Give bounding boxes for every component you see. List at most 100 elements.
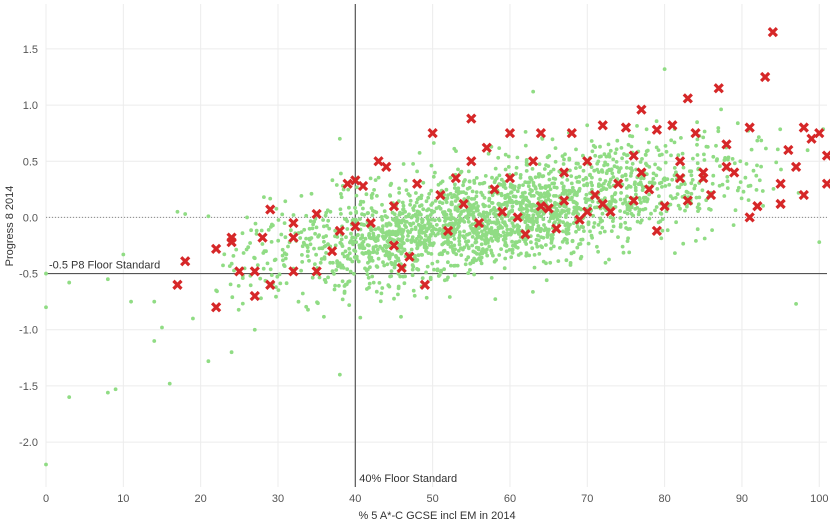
- school-point: [536, 174, 541, 179]
- school-point: [510, 204, 515, 209]
- school-point: [360, 241, 365, 246]
- school-point: [523, 143, 528, 148]
- school-point: [366, 275, 371, 280]
- school-point: [483, 241, 488, 246]
- school-point: [596, 223, 601, 227]
- school-point: [654, 173, 659, 178]
- school-point: [624, 153, 629, 158]
- school-point: [560, 181, 564, 186]
- school-point: [600, 170, 605, 174]
- school-point: [761, 204, 765, 208]
- school-point: [448, 245, 453, 249]
- flag-x-marker: [419, 279, 431, 290]
- school-point: [487, 211, 492, 216]
- school-point: [497, 173, 502, 178]
- school-point: [500, 216, 504, 221]
- school-point: [634, 167, 638, 172]
- school-point: [558, 246, 562, 250]
- school-point: [656, 148, 661, 153]
- school-point: [634, 192, 638, 197]
- flag-x-marker: [814, 128, 825, 139]
- school-point: [440, 231, 444, 236]
- school-point: [367, 235, 372, 239]
- school-point: [466, 271, 471, 275]
- school-point: [739, 196, 744, 201]
- school-point: [417, 234, 421, 239]
- school-point: [369, 193, 374, 198]
- school-point: [472, 178, 476, 183]
- school-point: [639, 182, 644, 187]
- school-point: [445, 251, 450, 255]
- school-point: [339, 192, 343, 196]
- school-point: [377, 281, 382, 285]
- school-point: [637, 209, 641, 214]
- school-point: [596, 170, 601, 175]
- school-point: [625, 211, 630, 216]
- school-point: [429, 188, 434, 193]
- school-point: [231, 254, 236, 258]
- school-point: [527, 180, 532, 185]
- school-point: [206, 214, 211, 219]
- flag-x-marker: [180, 256, 191, 267]
- school-point: [497, 146, 502, 151]
- school-point: [526, 208, 530, 213]
- school-point: [456, 222, 461, 227]
- school-point: [524, 160, 529, 165]
- school-point: [465, 214, 470, 219]
- school-point: [406, 229, 410, 234]
- school-point: [369, 255, 374, 260]
- school-point: [507, 195, 512, 200]
- school-point: [695, 161, 700, 166]
- school-point: [439, 270, 443, 275]
- school-point: [663, 144, 668, 148]
- school-point: [475, 251, 479, 256]
- school-point: [540, 137, 545, 141]
- school-point: [636, 182, 641, 187]
- school-point: [503, 256, 508, 261]
- school-point: [614, 160, 619, 164]
- school-point: [425, 215, 429, 220]
- school-point: [265, 261, 270, 266]
- school-point: [695, 227, 700, 232]
- school-point: [578, 256, 583, 261]
- flag-markers: [172, 26, 830, 313]
- school-point: [741, 189, 746, 194]
- school-point: [569, 181, 574, 186]
- school-point: [547, 177, 552, 182]
- school-point: [339, 237, 344, 242]
- flag-x-marker: [667, 120, 678, 131]
- school-point: [356, 259, 361, 264]
- school-point: [624, 177, 629, 182]
- school-point: [345, 267, 350, 272]
- school-point: [621, 250, 626, 255]
- school-point: [427, 225, 432, 230]
- school-point: [276, 218, 281, 222]
- school-point: [395, 232, 400, 237]
- school-point: [398, 274, 403, 279]
- school-point: [510, 185, 515, 190]
- school-point: [539, 193, 544, 198]
- school-point: [419, 193, 424, 198]
- school-point: [549, 246, 553, 251]
- school-point: [386, 283, 391, 288]
- school-point: [262, 249, 267, 254]
- school-point: [536, 233, 540, 238]
- school-point: [255, 263, 260, 267]
- school-point: [725, 175, 730, 179]
- school-point: [673, 195, 678, 200]
- school-point: [254, 228, 259, 233]
- school-point: [354, 240, 359, 245]
- school-point: [574, 210, 579, 215]
- school-point: [540, 185, 544, 190]
- school-point: [307, 237, 312, 242]
- school-point: [620, 244, 625, 249]
- school-point: [240, 231, 245, 236]
- school-point: [567, 156, 572, 161]
- school-point: [229, 261, 234, 266]
- school-point: [337, 372, 342, 377]
- school-point: [497, 253, 502, 257]
- school-point: [654, 119, 659, 124]
- school-point: [566, 207, 571, 212]
- school-point: [531, 222, 536, 227]
- school-point: [440, 252, 445, 257]
